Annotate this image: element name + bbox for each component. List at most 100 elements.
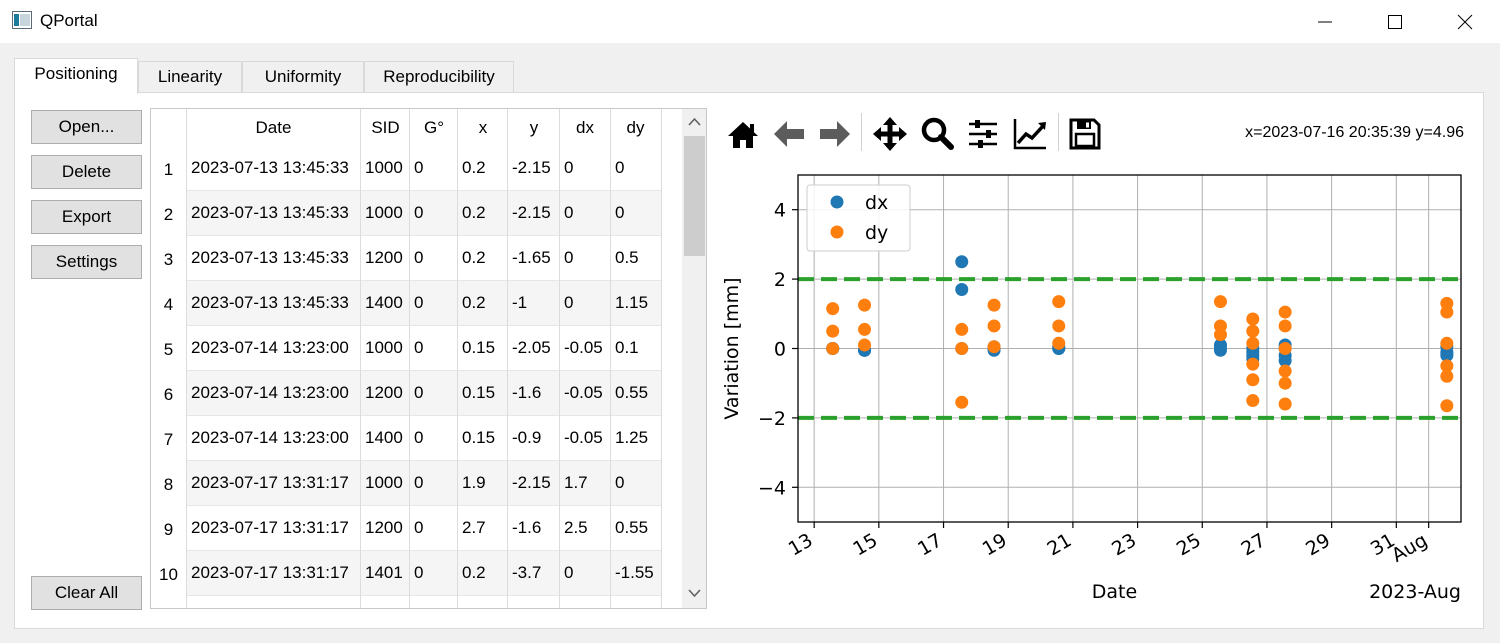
save-icon[interactable] (1066, 115, 1104, 153)
cell-dx[interactable]: 0 (564, 563, 574, 582)
cell-x[interactable]: 0.15 (462, 383, 496, 402)
settings-button[interactable]: Settings (31, 245, 142, 279)
close-button[interactable] (1430, 0, 1500, 43)
cell-sid[interactable]: 1000 (365, 158, 403, 177)
cell-y[interactable]: -1.65 (512, 248, 551, 267)
cell-gantry[interactable]: 0 (414, 338, 424, 357)
cell-dx[interactable]: 1.7 (564, 473, 588, 492)
forward-arrow-icon[interactable] (816, 115, 854, 153)
column-header-y[interactable]: y (508, 109, 560, 146)
cell-dy[interactable]: 0 (615, 158, 625, 177)
table-vertical-scrollbar[interactable] (682, 109, 706, 608)
scroll-down-icon[interactable] (688, 589, 701, 598)
cell-gantry[interactable]: 0 (414, 248, 424, 267)
cell-dx[interactable]: 2.5 (564, 518, 588, 537)
configure-subplots-icon[interactable] (964, 115, 1002, 153)
column-header-sid[interactable]: SID (361, 109, 410, 146)
row-number[interactable]: 4 (163, 295, 174, 314)
cell-x[interactable]: 2.7 (462, 518, 486, 537)
cell-date[interactable]: 2023-07-14 13:23:00 (191, 383, 349, 402)
cell-dy[interactable]: 1.25 (615, 428, 649, 447)
cell-sid[interactable]: 1200 (365, 383, 403, 402)
cell-y[interactable]: -2.15 (512, 203, 551, 222)
cell-y[interactable]: -3.7 (512, 563, 542, 582)
cell-x[interactable]: 0.15 (462, 428, 496, 447)
cell-date[interactable]: 2023-07-14 13:23:00 (191, 338, 349, 357)
cell-x[interactable]: 0.2 (462, 293, 486, 312)
cell-y[interactable]: -0.9 (512, 428, 542, 447)
row-number[interactable]: 1 (163, 160, 174, 179)
scroll-up-icon[interactable] (688, 117, 701, 126)
cell-dx[interactable]: -0.05 (564, 428, 603, 447)
cell-sid[interactable]: 1000 (365, 338, 403, 357)
cell-gantry[interactable]: 0 (414, 158, 424, 177)
cell-gantry[interactable]: 0 (414, 293, 424, 312)
cell-y[interactable]: -2.15 (512, 158, 551, 177)
clear-all-button[interactable]: Clear All (31, 576, 142, 610)
edit-axis-icon[interactable] (1011, 115, 1049, 153)
cell-date[interactable]: 2023-07-13 13:45:33 (191, 293, 349, 312)
delete-button[interactable]: Delete (31, 155, 142, 189)
table-row[interactable] (186, 371, 661, 416)
home-icon[interactable] (724, 115, 762, 153)
cell-dx[interactable]: 0 (564, 158, 574, 177)
cell-x[interactable]: 0.2 (462, 248, 486, 267)
cell-gantry[interactable]: 0 (414, 428, 424, 447)
cell-dx[interactable]: 0 (564, 293, 574, 312)
cell-gantry[interactable]: 0 (414, 203, 424, 222)
cell-date[interactable]: 2023-07-17 13:31:17 (191, 518, 349, 537)
cell-y[interactable]: -2.05 (512, 338, 551, 357)
row-number[interactable]: 3 (163, 250, 174, 269)
cell-sid[interactable]: 1200 (365, 518, 403, 537)
tab-linearity[interactable]: Linearity (138, 61, 242, 93)
variation-scatter-chart[interactable]: 13 15 17 19 21 23 25 27 29 31Aug−4−2024DateVariat… (710, 160, 1480, 610)
cell-date[interactable]: 2023-07-17 13:31:17 (191, 473, 349, 492)
cell-dx[interactable]: -0.05 (564, 338, 603, 357)
cell-x[interactable]: 0.15 (462, 338, 496, 357)
cell-x[interactable]: 1.9 (462, 473, 486, 492)
column-header-dx[interactable]: dx (560, 109, 610, 146)
row-number[interactable]: 8 (163, 475, 174, 494)
back-arrow-icon[interactable] (770, 115, 808, 153)
cell-y[interactable]: -1.6 (512, 383, 542, 402)
cell-dy[interactable]: 0 (615, 203, 625, 222)
row-number[interactable]: 6 (163, 385, 174, 404)
table-row[interactable] (186, 191, 661, 236)
cell-dy[interactable]: 0 (615, 473, 625, 492)
cell-dy[interactable]: 0.55 (615, 518, 649, 537)
cell-gantry[interactable]: 0 (414, 473, 424, 492)
cell-gantry[interactable]: 0 (414, 518, 424, 537)
cell-dy[interactable]: 0.1 (615, 338, 639, 357)
cell-date[interactable]: 2023-07-17 13:31:17 (191, 563, 349, 582)
cell-date[interactable]: 2023-07-14 13:23:00 (191, 428, 349, 447)
cell-x[interactable]: 0.2 (462, 203, 486, 222)
cell-sid[interactable]: 1000 (365, 473, 403, 492)
tab-reproducibility[interactable]: Reproducibility (364, 61, 514, 93)
maximize-button[interactable] (1360, 0, 1430, 43)
tab-uniformity[interactable]: Uniformity (242, 61, 364, 93)
row-number[interactable]: 10 (159, 565, 178, 584)
scrollbar-thumb[interactable] (684, 136, 705, 256)
column-header-gantry[interactable]: G° (410, 109, 458, 146)
cell-date[interactable]: 2023-07-13 13:45:33 (191, 248, 349, 267)
zoom-icon[interactable] (918, 115, 956, 153)
column-header-x[interactable]: x (458, 109, 508, 146)
cell-sid[interactable]: 1400 (365, 428, 403, 447)
cell-sid[interactable]: 1200 (365, 248, 403, 267)
cell-dy[interactable]: -1.55 (615, 563, 654, 582)
cell-x[interactable]: 0.2 (462, 158, 486, 177)
row-number[interactable]: 7 (163, 430, 174, 449)
table-row[interactable] (186, 461, 661, 506)
cell-sid[interactable]: 1401 (365, 563, 403, 582)
pan-icon[interactable] (871, 115, 909, 153)
cell-y[interactable]: -1.6 (512, 518, 542, 537)
column-header-dy[interactable]: dy (610, 109, 661, 146)
cell-y[interactable]: -1 (512, 293, 528, 312)
tab-positioning[interactable]: Positioning (14, 58, 138, 94)
open-button[interactable]: Open... (31, 110, 142, 144)
row-number[interactable]: 5 (163, 340, 174, 359)
export-button[interactable]: Export (31, 200, 142, 234)
cell-dy[interactable]: 0.55 (615, 383, 649, 402)
minimize-button[interactable] (1290, 0, 1360, 43)
cell-x[interactable]: 0.2 (462, 563, 486, 582)
